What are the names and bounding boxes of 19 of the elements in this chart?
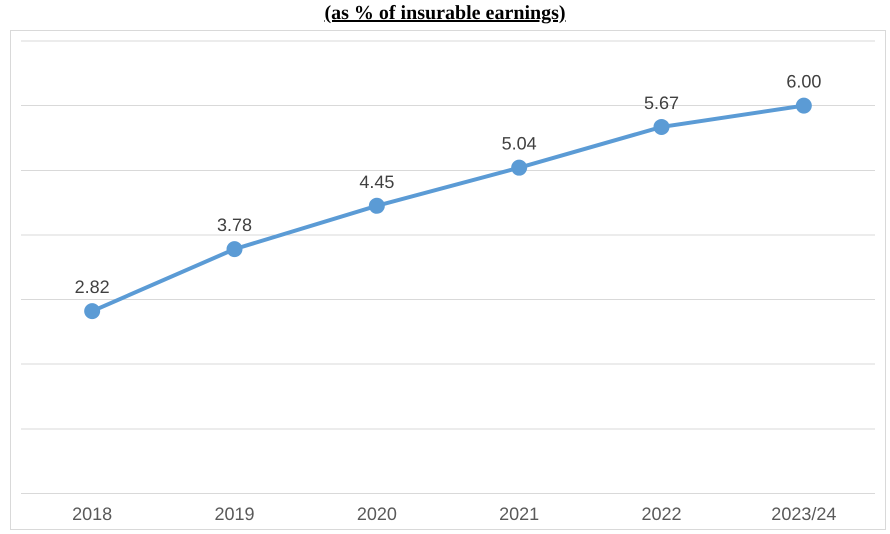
x-tick-label: 2019 <box>214 504 255 524</box>
point <box>368 198 385 214</box>
data-label: 5.04 <box>502 134 537 154</box>
point <box>796 98 812 114</box>
data-label: 2.82 <box>74 277 110 298</box>
point <box>511 160 528 176</box>
data-label: 4.45 <box>359 172 394 192</box>
data-label: 3.78 <box>216 215 252 236</box>
data-label: 5.67 <box>644 92 680 113</box>
point <box>226 241 242 258</box>
x-tick-label: 2018 <box>72 504 112 524</box>
x-tick-label: 2022 <box>641 504 682 524</box>
data-label: 6.00 <box>786 72 822 92</box>
x-tick-label: 2023/24 <box>771 504 836 524</box>
point <box>84 303 100 320</box>
x-tick-label: 2020 <box>356 504 397 524</box>
point <box>654 118 670 135</box>
chart-title: (as % of insurable earnings) <box>323 2 567 25</box>
x-tick-label: 2021 <box>499 504 540 524</box>
